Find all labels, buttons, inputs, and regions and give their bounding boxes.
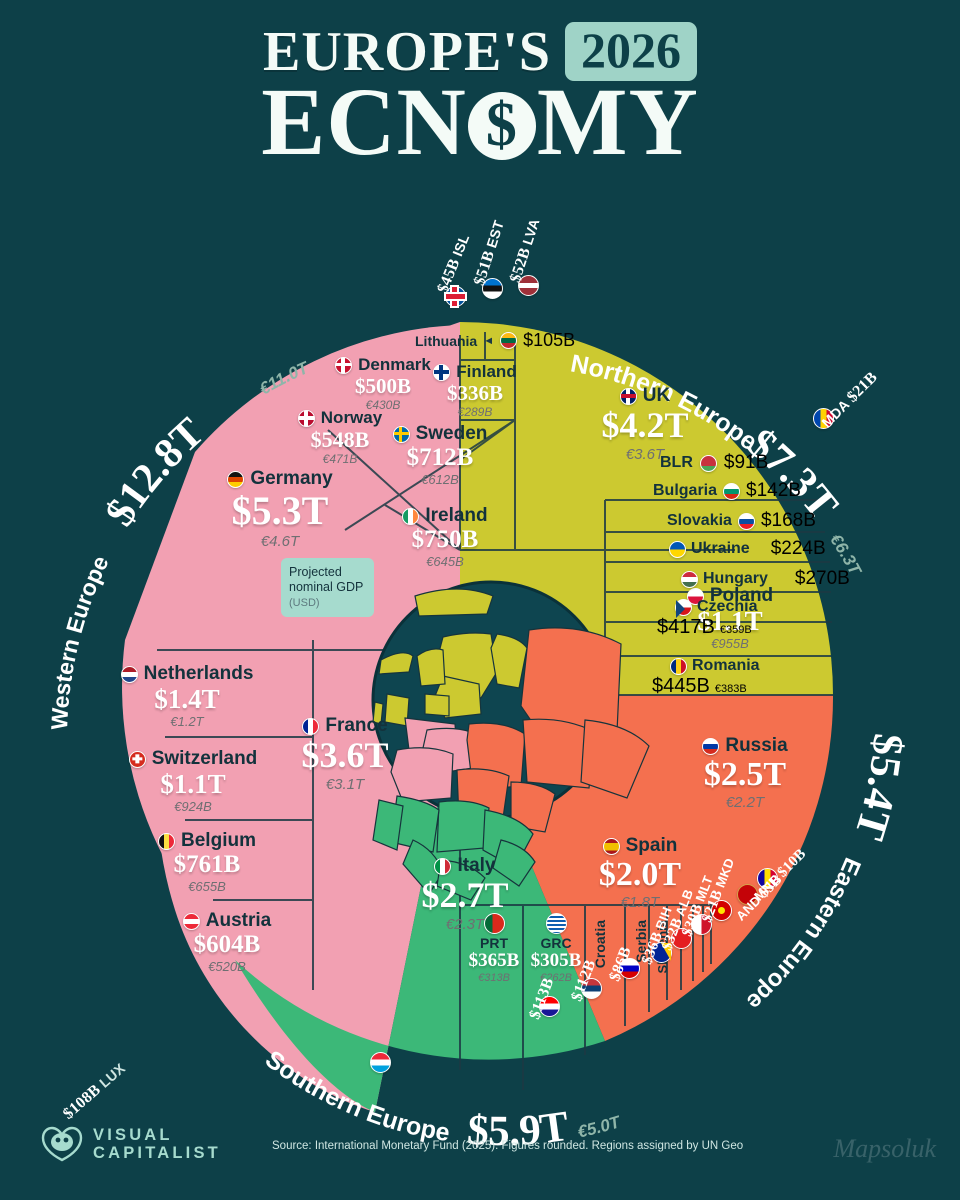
vc-line1: VISUAL [93, 1126, 173, 1144]
country-block-lithuania[interactable]: Lithuania ◄ $105B [415, 330, 575, 351]
flag-bulgaria-icon [723, 482, 741, 500]
title-economy: EC N $ MY [0, 68, 960, 175]
outer-code: EST [483, 218, 507, 250]
outer-code: ISL [449, 231, 473, 259]
country-name: Ukraine [691, 540, 750, 557]
flag-albania-icon [671, 928, 692, 949]
title-economy-mid: N [396, 68, 467, 175]
flag-moldova-icon [813, 408, 834, 429]
watermark-text: Mapsoluk [833, 1134, 936, 1163]
legend-line1: Projected nominal GDP [289, 565, 364, 594]
country-block-bulgaria[interactable]: Bulgaria $142B [653, 480, 801, 502]
flag-croatia-icon [539, 996, 560, 1017]
title-economy-post: MY [536, 68, 699, 175]
page-title: EUROPE'S 2026 EC N $ MY [0, 22, 960, 175]
country-eur: €359B [719, 624, 752, 636]
country-block-slovakia[interactable]: Slovakia $168B [667, 510, 816, 532]
country-usd: $91B [723, 452, 769, 473]
flag-north-macedonia-icon [711, 900, 732, 921]
flag-slovenia-icon [619, 958, 640, 979]
flag-czechia-icon [675, 598, 692, 618]
country-block-romania[interactable]: Romania $445B €383B [652, 657, 760, 698]
visual-capitalist-logo[interactable]: VISUAL CAPITALIST [41, 1126, 221, 1163]
country-block-czechia[interactable]: Czechia $417B €359B [657, 598, 758, 639]
country-name-row: Czechia [675, 598, 758, 618]
gdp-wheel-chart: Northern Europe $7.3T €6.3T $5.4T Easter… [45, 217, 915, 1156]
legend-line2: (USD) [289, 597, 320, 609]
region-sector-southern[interactable] [235, 695, 605, 1112]
vc-line2: CAPITALIST [93, 1144, 221, 1163]
country-name: Slovakia [667, 512, 732, 529]
flag-latvia-icon [518, 275, 539, 296]
dollar-o-icon: $ [467, 92, 536, 161]
country-eur: €383B [714, 683, 747, 695]
country-usd: $168B [760, 510, 816, 531]
flag-montenegro-icon [737, 884, 758, 905]
flag-malta-icon [691, 914, 712, 935]
country-name-row: Romania [670, 657, 760, 675]
country-name: Bulgaria [653, 482, 718, 499]
footer: VISUAL CAPITALIST Source: International … [0, 1120, 960, 1180]
flag-iceland-icon [445, 286, 466, 307]
region-amount-southern: $5.9T [466, 1103, 572, 1155]
flag-bih-icon [651, 942, 672, 963]
arrow-left-icon: ◄ [483, 334, 495, 347]
country-block-ukraine[interactable]: Ukraine $224B [669, 538, 826, 560]
wheel-svg: Northern Europe $7.3T €6.3T $5.4T Easter… [46, 322, 911, 1155]
country-name: Romania [692, 657, 760, 674]
flag-hungary-icon [681, 570, 698, 588]
country-name: Czechia [697, 598, 758, 615]
flag-ukraine-icon [669, 540, 686, 558]
flag-belarus-icon [699, 454, 717, 472]
flag-lithuania-icon [500, 332, 518, 349]
region-label-western: Western Europe [46, 552, 114, 731]
title-europes: EUROPE'S [262, 20, 552, 83]
country-usd: $417B [657, 616, 715, 638]
source-note: Source: International Monetary Fund (202… [272, 1140, 744, 1152]
country-usd: $142B [746, 480, 801, 501]
title-economy-pre: EC [261, 68, 397, 175]
region-sector-western[interactable] [122, 322, 460, 1112]
region-amount-eastern: $5.4T [845, 732, 911, 846]
country-usd: $105B [523, 330, 576, 350]
country-block-blr[interactable]: BLR $91B [660, 452, 768, 474]
country-name: Hungary [703, 570, 768, 587]
globe-illustration [371, 580, 650, 901]
country-name: BLR [660, 454, 693, 471]
country-usd: $224B [770, 538, 826, 559]
outer-code: LVA [519, 216, 543, 247]
country-name: Lithuania [415, 332, 478, 349]
vc-mark-icon [41, 1127, 83, 1162]
country-block-hungary[interactable]: Hungary $270B [681, 568, 850, 590]
flag-romania-icon [670, 657, 687, 675]
flag-serbia-icon [581, 978, 602, 999]
flag-andorra-icon [757, 868, 778, 889]
vc-wordmark: VISUAL CAPITALIST [93, 1126, 221, 1163]
country-usd: $270B [794, 568, 850, 589]
flag-slovakia-icon [737, 512, 755, 530]
title-row-top: EUROPE'S 2026 [0, 22, 960, 81]
flag-estonia-icon [482, 278, 503, 299]
flag-luxembourg-icon [370, 1052, 391, 1073]
legend-projected-gdp: Projected nominal GDP (USD) [281, 558, 374, 617]
country-usd: $445B [652, 675, 710, 697]
title-year-badge: 2026 [565, 22, 698, 81]
